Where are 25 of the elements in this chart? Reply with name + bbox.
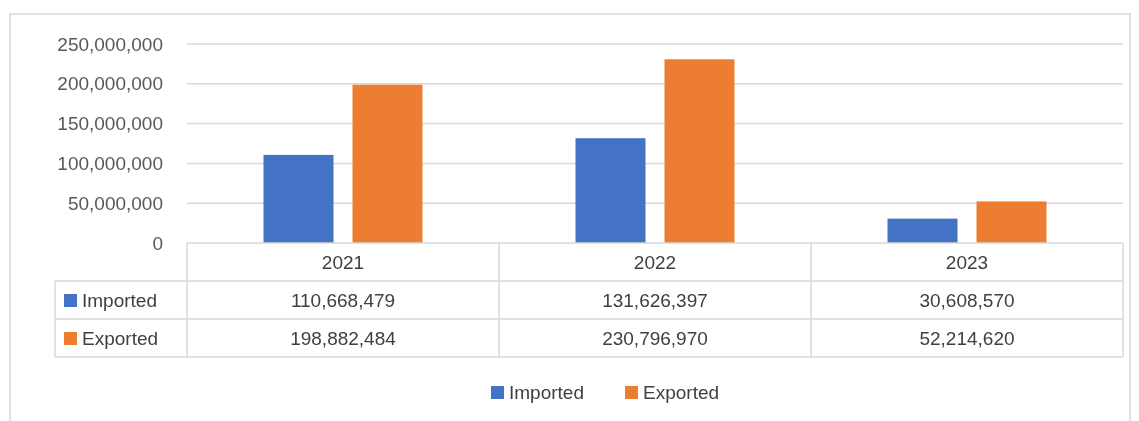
text: Imported: [509, 381, 584, 403]
bar: [976, 201, 1047, 243]
y-tick-label: 0: [152, 232, 163, 254]
text: Exported: [82, 327, 159, 349]
y-tick-label: 250,000,000: [57, 33, 163, 55]
y-tick-label: 50,000,000: [67, 192, 163, 214]
data-label: 230,796,970: [602, 327, 708, 349]
y-tick-label: 200,000,000: [57, 73, 163, 95]
bar: [664, 59, 735, 243]
data-label: 52,214,620: [919, 327, 1015, 349]
bar: [352, 84, 423, 243]
data-label: 198,882,484: [290, 327, 397, 349]
bar: [263, 154, 334, 243]
data-label: 131,626,397: [602, 289, 708, 311]
data-label: 110,668,479: [290, 289, 396, 311]
legend-label: Exported: [643, 381, 720, 403]
y-tick-label: 100,000,000: [57, 153, 163, 175]
x-tick-label: 2021: [321, 251, 365, 273]
data-label: 30,608,570: [919, 289, 1015, 311]
y-tick-label: 150,000,000: [57, 113, 163, 135]
x-tick-label: 2023: [945, 251, 989, 273]
bar: [575, 138, 646, 243]
bar: [887, 218, 958, 243]
x-tick-label: 2022: [633, 251, 677, 273]
legend-label: Imported: [82, 289, 157, 311]
